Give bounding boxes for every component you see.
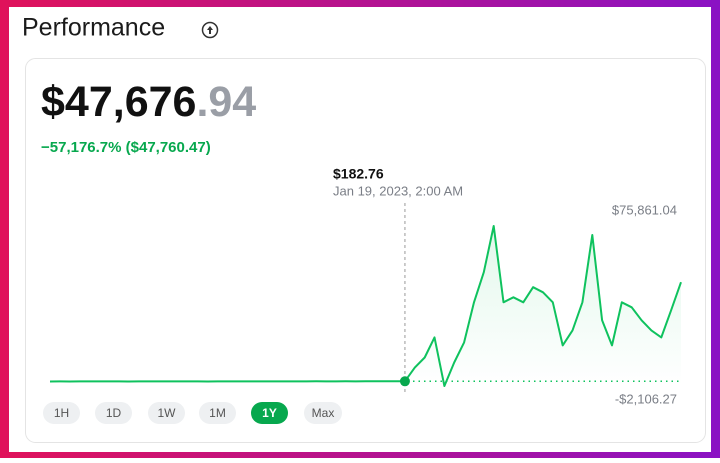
balance-whole: $47,676 (41, 78, 196, 126)
range-button[interactable] (304, 402, 342, 424)
range-label[interactable]: Max (312, 406, 335, 420)
info-icon[interactable] (201, 21, 219, 39)
title: Performance (22, 14, 165, 42)
tooltip-dot (399, 376, 410, 387)
range-button[interactable] (95, 402, 132, 424)
range-button[interactable] (148, 402, 185, 424)
chart: $75,861.04 -$2,106.27 (49, 202, 682, 406)
area (50, 226, 681, 386)
range-label[interactable]: 1D (106, 406, 122, 420)
range-buttons: 1H 1D 1W 1M 1Y Max (43, 402, 342, 424)
range-button[interactable] (251, 402, 288, 424)
tooltip-date: Jan 19, 2023, 2:00 AM (333, 183, 463, 198)
range-label[interactable]: 1M (209, 406, 226, 420)
range-label[interactable]: 1H (54, 406, 69, 420)
y-tick-label: $75,861.04 (612, 202, 677, 217)
tooltip-value: $182.76 (333, 166, 384, 182)
range-label[interactable]: 1W (158, 406, 177, 420)
range-button[interactable] (43, 402, 80, 424)
line (49, 225, 682, 387)
range-button[interactable] (199, 402, 236, 424)
change: −57,176.7% ($47,760.47) (41, 139, 211, 156)
y-tick-label: -$2,106.27 (615, 391, 677, 406)
balance: $47,676.94 (41, 78, 256, 126)
range-label[interactable]: 1Y (262, 406, 277, 420)
balance-cents: .94 (196, 78, 256, 126)
